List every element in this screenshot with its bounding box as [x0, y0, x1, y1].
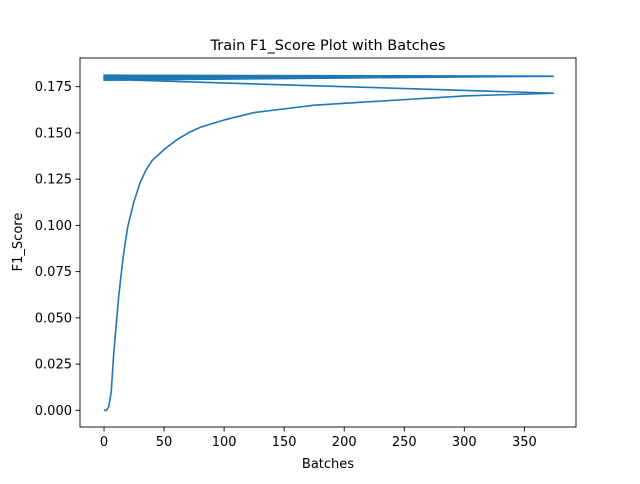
- x-axis-ticks: 0 50 100 150 200 250 300 350: [100, 427, 537, 450]
- y-tick-label: 0.000: [35, 404, 72, 419]
- chart-title: Train F1_Score Plot with Batches: [210, 38, 446, 54]
- x-axis-label: Batches: [302, 457, 354, 472]
- y-tick-label: 0.075: [35, 265, 72, 280]
- y-tick-label: 0.100: [35, 219, 72, 234]
- y-tick-label: 0.150: [35, 126, 72, 141]
- y-tick-label: 0.125: [35, 173, 72, 188]
- x-tick-label: 250: [392, 435, 417, 450]
- axes-frame: [79, 57, 577, 428]
- x-tick-label: 300: [452, 435, 477, 450]
- x-tick-label: 100: [212, 435, 237, 450]
- y-tick-label: 0.175: [35, 80, 72, 95]
- series-line-0: [103, 74, 554, 412]
- y-tick-label: 0.025: [35, 358, 72, 373]
- x-tick-label: 50: [156, 435, 173, 450]
- x-tick-label: 350: [512, 435, 537, 450]
- x-tick-label: 150: [272, 435, 297, 450]
- y-axis-ticks: 0.000 0.025 0.050 0.075 0.100 0.125 0.150 0.175: [35, 80, 80, 419]
- y-tick-label: 0.050: [35, 311, 72, 326]
- x-tick-label: 0: [100, 435, 108, 450]
- x-tick-label: 200: [332, 435, 357, 450]
- plot-lines: [103, 74, 554, 412]
- y-axis-label: F1_Score: [11, 213, 26, 272]
